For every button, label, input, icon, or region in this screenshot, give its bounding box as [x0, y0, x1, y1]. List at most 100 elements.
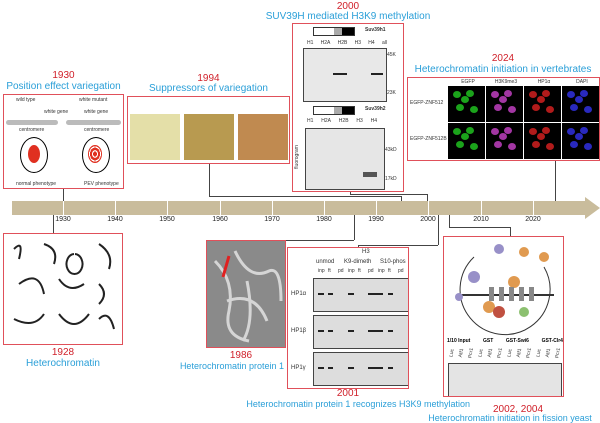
lane-label: H2A	[320, 40, 331, 46]
micrograph-cell	[448, 123, 485, 159]
event-title: Heterochromatin	[26, 358, 100, 369]
nucleus	[499, 96, 507, 103]
connector	[209, 163, 210, 197]
tick-divider	[428, 201, 429, 215]
tick-divider	[115, 201, 116, 215]
tick-label: 1950	[159, 216, 175, 223]
micrograph-cell	[448, 86, 485, 122]
event-year: 2024	[491, 53, 515, 64]
tick-label: 1990	[368, 216, 384, 223]
domain-diagram	[313, 27, 355, 36]
western-blot	[313, 278, 408, 312]
micrograph-cell	[486, 86, 523, 122]
connector	[449, 215, 450, 227]
nucleus	[494, 104, 502, 111]
connector	[401, 196, 402, 201]
fluorogram-blot	[303, 48, 387, 102]
connector	[209, 196, 401, 197]
connector	[438, 215, 439, 245]
connector	[555, 160, 556, 201]
nucleus	[532, 141, 540, 148]
band	[368, 367, 380, 369]
lane-label: H2B	[338, 118, 349, 124]
band	[328, 330, 333, 332]
nucleus	[453, 91, 461, 98]
heterochromatin-drawing	[3, 233, 123, 345]
group-label: 1/10 Input	[447, 338, 471, 344]
nucleus	[567, 91, 575, 98]
tick-divider	[533, 201, 534, 215]
band	[333, 73, 347, 75]
nucleus	[461, 133, 469, 140]
band	[388, 293, 393, 295]
lane-label: Luc	[448, 348, 456, 358]
row-label: HP1γ	[291, 365, 306, 371]
lane-label: H4	[368, 40, 375, 46]
nucleus	[580, 127, 588, 134]
lane-label: H2A	[321, 118, 331, 124]
connector	[510, 227, 511, 236]
tick-divider	[324, 201, 325, 215]
micrograph-cell	[562, 86, 599, 122]
lane-label: pd	[398, 268, 404, 274]
band	[388, 367, 393, 369]
column-header: DAPI	[576, 79, 588, 85]
band	[368, 293, 380, 295]
lane-label: Atf1	[515, 348, 524, 358]
column-header: HP1α	[537, 79, 551, 85]
nucleus	[542, 90, 550, 97]
row-label: HP1α	[291, 291, 307, 297]
lane-label: H1	[307, 40, 314, 46]
suppressor-figure	[127, 96, 290, 164]
event-title: Suppressors of variegation	[149, 83, 268, 94]
chromosome	[6, 120, 58, 125]
lane-label: pd	[338, 268, 344, 274]
fission-yeast-figure: 1/10 Input GST GST-Swi6 GST-Clr4 Luc Atf1 Pcr…	[443, 236, 564, 397]
lane-label: ft	[358, 268, 361, 274]
band	[348, 293, 354, 295]
nucleus	[461, 96, 469, 103]
lane-label: Luc	[535, 348, 543, 358]
event-year: 2002, 2004	[492, 404, 544, 415]
row-label: HP1β	[291, 328, 307, 334]
lane-label: H4	[370, 118, 377, 124]
lane-label: Atf1	[457, 348, 466, 358]
domain-diagram	[313, 106, 355, 115]
group-label: GST-Clr4	[541, 338, 563, 344]
micrograph-cell	[524, 86, 561, 122]
row-label: EGFP-ZNF512B	[410, 136, 447, 142]
nucleus	[456, 141, 464, 148]
red-arrow	[221, 255, 231, 278]
tick-divider	[220, 201, 221, 215]
nucleus	[494, 141, 502, 148]
western-blot	[313, 352, 408, 386]
suv39h-figure: Suv39h1 H1 H2A H2B H3 H4 all 45K 23K Suv39h2 …	[292, 23, 404, 192]
connector	[354, 215, 355, 240]
nucleus	[575, 96, 583, 103]
nucleus	[504, 90, 512, 97]
lane-label: H2B	[337, 40, 348, 46]
nucleus	[470, 143, 478, 150]
lane-label: Pcr1	[467, 347, 475, 359]
lane-label: Atf1	[544, 348, 553, 358]
nucleus	[567, 128, 575, 135]
tick-label: 2010	[473, 216, 489, 223]
lane-label: Atf1	[486, 348, 495, 358]
nucleus	[453, 128, 461, 135]
tick-label: 2020	[525, 216, 541, 223]
connector	[449, 227, 510, 228]
tick-label: 1960	[212, 216, 228, 223]
lane-label: inp	[378, 268, 385, 274]
event-year: 1928	[51, 347, 75, 358]
fluorogram-blot	[305, 128, 385, 190]
chromosome-drawing	[13, 243, 115, 330]
tick-divider	[167, 201, 168, 215]
group-label: GST-Swi6	[505, 338, 529, 344]
band	[318, 293, 324, 295]
lane-label: pd	[368, 268, 374, 274]
tick-label: 1930	[55, 216, 71, 223]
lane-label: Pcr1	[554, 347, 562, 359]
fly-eye-photo	[238, 114, 288, 160]
nucleus	[584, 143, 592, 150]
nucleus	[546, 143, 554, 150]
